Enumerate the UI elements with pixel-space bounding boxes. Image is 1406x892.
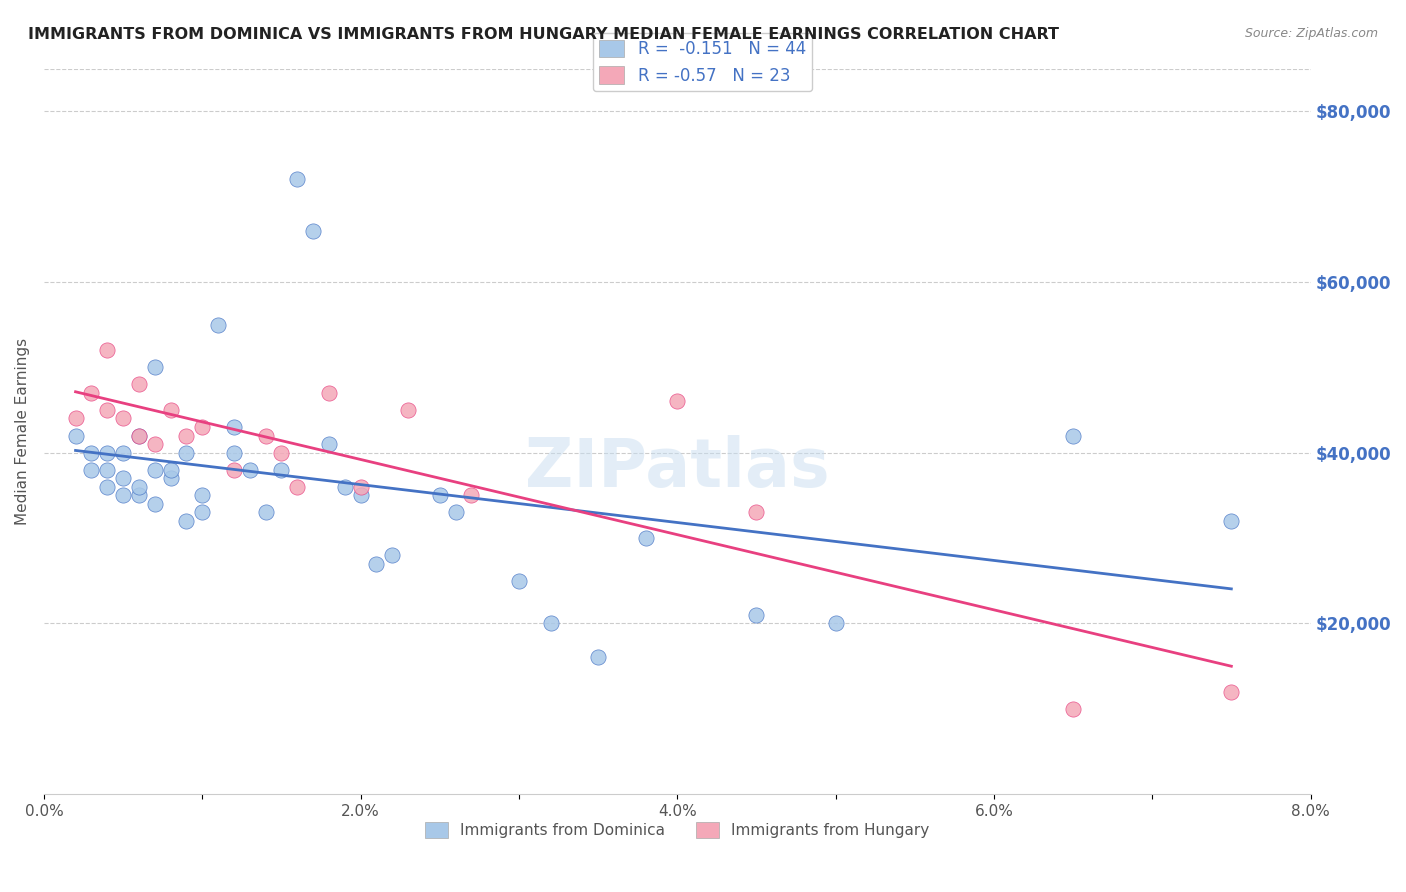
Point bbox=[191, 488, 214, 502]
Point bbox=[239, 463, 262, 477]
Point bbox=[349, 488, 371, 502]
Point bbox=[1062, 701, 1084, 715]
Point bbox=[65, 428, 87, 442]
Point bbox=[270, 445, 292, 459]
Point bbox=[824, 616, 846, 631]
Point bbox=[128, 428, 150, 442]
Point bbox=[191, 505, 214, 519]
Point bbox=[460, 488, 482, 502]
Point bbox=[112, 488, 135, 502]
Point bbox=[80, 463, 103, 477]
Point bbox=[222, 420, 245, 434]
Point bbox=[333, 480, 356, 494]
Point bbox=[285, 172, 308, 186]
Legend: Immigrants from Dominica, Immigrants from Hungary: Immigrants from Dominica, Immigrants fro… bbox=[419, 816, 935, 845]
Point bbox=[191, 420, 214, 434]
Point bbox=[159, 403, 181, 417]
Point bbox=[96, 343, 118, 358]
Point bbox=[65, 411, 87, 425]
Point bbox=[143, 437, 166, 451]
Point bbox=[745, 607, 768, 622]
Point bbox=[207, 318, 229, 332]
Point bbox=[366, 557, 388, 571]
Point bbox=[586, 650, 609, 665]
Point bbox=[318, 437, 340, 451]
Point bbox=[254, 428, 277, 442]
Point bbox=[540, 616, 562, 631]
Point bbox=[508, 574, 530, 588]
Point bbox=[159, 463, 181, 477]
Point bbox=[349, 480, 371, 494]
Point bbox=[128, 480, 150, 494]
Point bbox=[80, 385, 103, 400]
Point bbox=[143, 360, 166, 375]
Point bbox=[143, 497, 166, 511]
Point bbox=[143, 463, 166, 477]
Point bbox=[128, 377, 150, 392]
Point bbox=[112, 445, 135, 459]
Point bbox=[285, 480, 308, 494]
Point bbox=[128, 488, 150, 502]
Text: ZIPatlas: ZIPatlas bbox=[524, 434, 830, 500]
Point bbox=[1220, 684, 1243, 698]
Text: Source: ZipAtlas.com: Source: ZipAtlas.com bbox=[1244, 27, 1378, 40]
Point bbox=[1220, 514, 1243, 528]
Text: IMMIGRANTS FROM DOMINICA VS IMMIGRANTS FROM HUNGARY MEDIAN FEMALE EARNINGS CORRE: IMMIGRANTS FROM DOMINICA VS IMMIGRANTS F… bbox=[28, 27, 1059, 42]
Point bbox=[159, 471, 181, 485]
Point bbox=[318, 385, 340, 400]
Point bbox=[128, 428, 150, 442]
Point bbox=[666, 394, 689, 409]
Point bbox=[254, 505, 277, 519]
Point bbox=[96, 403, 118, 417]
Point bbox=[96, 445, 118, 459]
Point bbox=[634, 531, 657, 545]
Point bbox=[96, 480, 118, 494]
Point bbox=[270, 463, 292, 477]
Point bbox=[222, 463, 245, 477]
Point bbox=[96, 463, 118, 477]
Point bbox=[176, 445, 198, 459]
Point bbox=[396, 403, 419, 417]
Point bbox=[222, 445, 245, 459]
Point bbox=[429, 488, 451, 502]
Point bbox=[302, 224, 325, 238]
Point bbox=[112, 471, 135, 485]
Point bbox=[444, 505, 467, 519]
Point bbox=[176, 514, 198, 528]
Point bbox=[176, 428, 198, 442]
Point bbox=[112, 411, 135, 425]
Point bbox=[381, 548, 404, 562]
Y-axis label: Median Female Earnings: Median Female Earnings bbox=[15, 338, 30, 524]
Point bbox=[745, 505, 768, 519]
Point bbox=[1062, 428, 1084, 442]
Point bbox=[80, 445, 103, 459]
